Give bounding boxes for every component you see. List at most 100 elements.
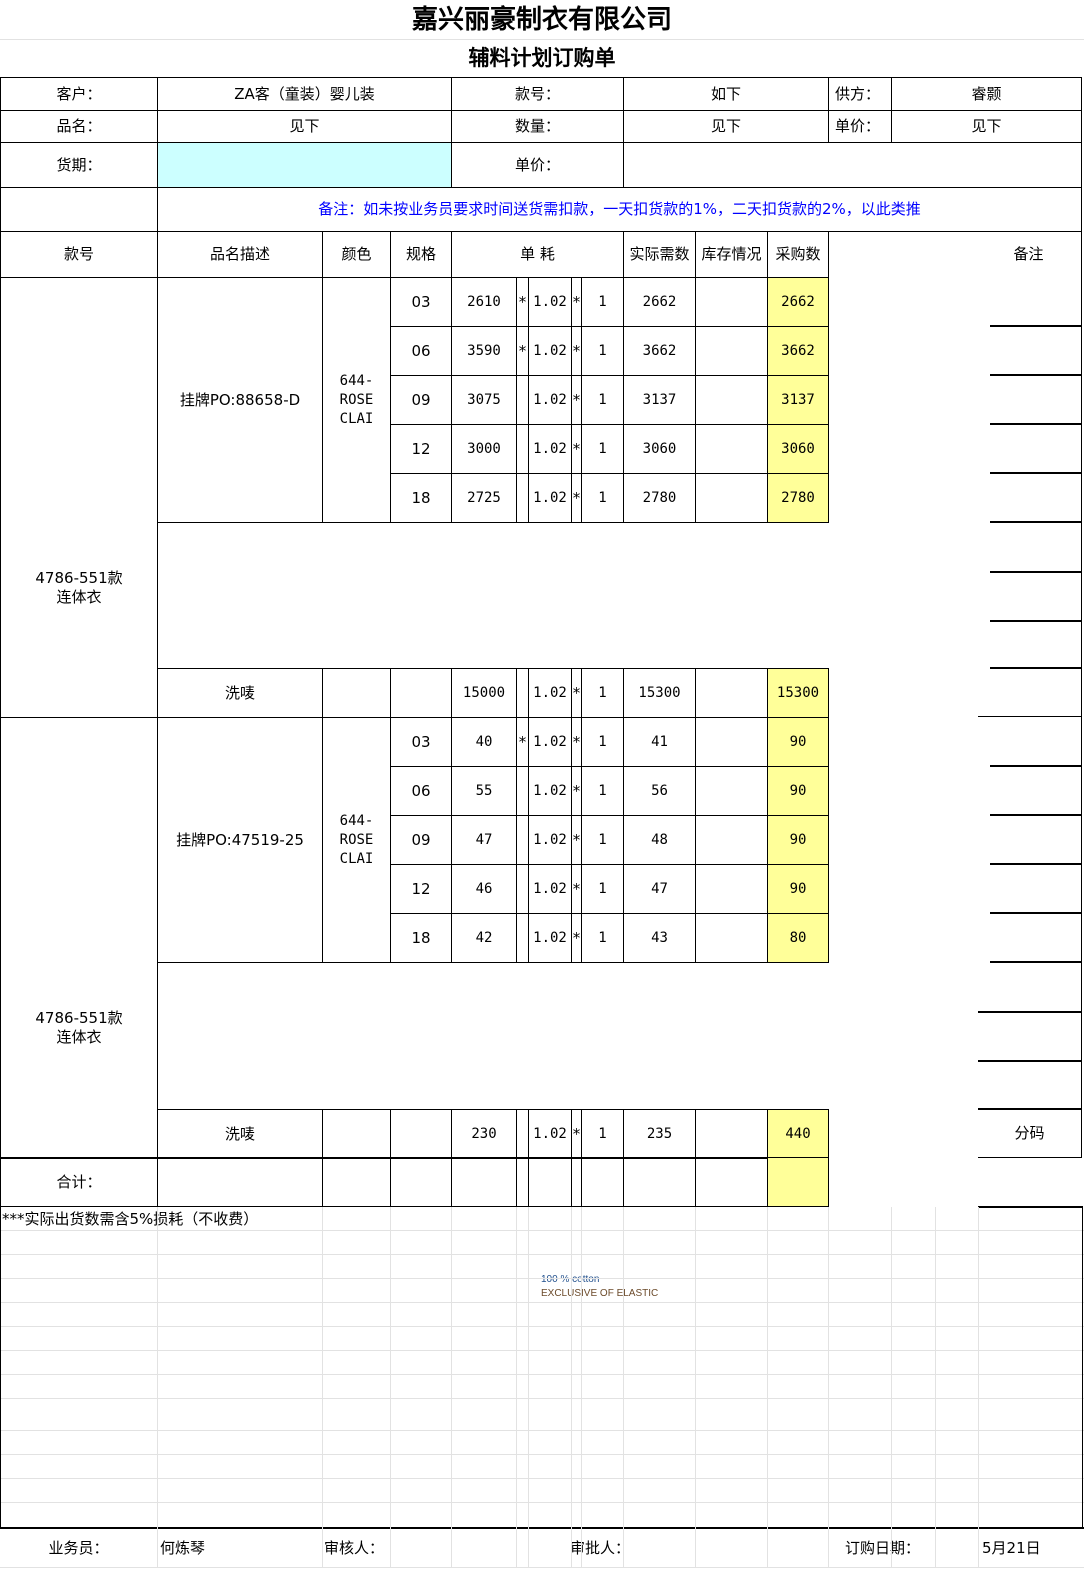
label-cell-mult: 1 [581,668,624,718]
remark-row-line [990,472,1082,474]
supplier-value[interactable]: 睿颢 [891,77,1082,111]
cell-qty: 40 [451,717,517,767]
unit-price2-value[interactable] [623,142,1082,188]
cell-purchase[interactable]: 3662 [767,326,829,376]
cell-stock[interactable] [695,375,768,425]
composition-label-image: 100 % cotton EXCLUSIVE OF ELASTIC [528,1256,700,1326]
grid-row-line [0,1302,1084,1303]
cell-purchase[interactable]: 90 [767,815,829,865]
remark-row-line [990,374,1082,376]
remark-row-line [990,521,1082,523]
cell-purchase[interactable]: 90 [767,864,829,914]
company-name: 嘉兴丽豪制衣有限公司 [411,4,672,35]
cell-actual: 47 [623,864,696,914]
cell-qty: 3590 [451,326,517,376]
cell-purchase[interactable]: 3137 [767,375,829,425]
product-value[interactable]: 见下 [157,110,452,143]
cell-factor: 1.02 [528,766,572,816]
cell-stock[interactable] [695,913,768,963]
cell-factor: 1.02 [528,913,572,963]
grid-col-line [390,1207,391,1567]
cell-stock[interactable] [695,717,768,767]
label-cell-purchase[interactable]: 440 [767,1109,829,1159]
cell-purchase[interactable]: 90 [767,766,829,816]
delivery-remark: 备注：如未按业务员要求时间送货需扣款，一天扣货款的1%，二天扣货款的2%，以此类… [157,187,1082,232]
qty-value[interactable]: 见下 [623,110,829,143]
remark-row-line [978,1011,1082,1013]
cell-purchase[interactable]: 2780 [767,473,829,523]
grid-col-line [581,1207,582,1567]
remark-border [1081,473,1082,522]
group-desc: 挂牌PO:88658-D [157,277,323,523]
cell-actual: 56 [623,766,696,816]
cell-actual: 3662 [623,326,696,376]
label-desc: 洗唛 [157,1109,323,1159]
cell-factor: 1.02 [528,326,572,376]
label-remark: 分码 [978,1109,1082,1158]
sheet-left-border [0,1206,1,1528]
cell-factor: 1.02 [528,473,572,523]
col-purchase: 采购数 [767,231,829,278]
sales-name: 何炼琴 [160,1538,206,1557]
grid-row-line [0,1502,1084,1503]
grid-col-line [828,1207,829,1567]
blank-border [157,962,158,1109]
cell-mult: 1 [581,424,624,474]
group-color: 644- ROSE CLAI [322,277,391,523]
cell-actual: 43 [623,913,696,963]
delivery-value[interactable] [157,142,452,188]
cell-purchase[interactable]: 3060 [767,424,829,474]
total-desc [157,1157,323,1207]
grid-col-line [695,1207,696,1567]
cell-factor: 1.02 [528,277,572,327]
style-label: 款号： [451,77,624,111]
cell-purchase[interactable]: 2662 [767,277,829,327]
customer-value[interactable]: ZA客（童装）婴儿装 [157,77,452,111]
total-cell-factor [528,1157,572,1207]
delivery-label: 货期： [0,142,158,188]
sheet-right-border [1082,1206,1083,1528]
grid-col-line [891,1207,892,1567]
cell-size: 06 [390,766,452,816]
grid-row-line [0,1374,1084,1375]
cell-stock[interactable] [695,424,768,474]
cell-mult: 1 [581,766,624,816]
cell-stock[interactable] [695,473,768,523]
grid-col-line [516,1207,517,1567]
style-value[interactable]: 如下 [623,77,829,111]
cell-stock[interactable] [695,815,768,865]
cell-stock[interactable] [695,766,768,816]
cell-stock[interactable] [695,326,768,376]
cell-mult: 1 [581,717,624,767]
label-cell-actual: 235 [623,1109,696,1159]
cell-factor: 1.02 [528,717,572,767]
label-cell-stock [695,668,768,718]
label-cell-size [390,1109,452,1159]
label-cell-factor: 1.02 [528,668,572,718]
cell-mult: 1 [581,277,624,327]
group-color: 644- ROSE CLAI [322,717,391,963]
cell-factor: 1.02 [528,864,572,914]
remark-row-line [990,863,1082,865]
supplier-label: 供方： [828,77,892,111]
label-cell-purchase[interactable]: 15300 [767,668,829,718]
label-cell-qty: 230 [451,1109,517,1159]
remark-border [1081,326,1082,375]
label-cell-size [390,668,452,718]
cell-size: 09 [390,375,452,425]
total-cell-purchase [767,1157,829,1207]
cell-purchase[interactable]: 80 [767,913,829,963]
cell-stock[interactable] [695,277,768,327]
grid-row-line [0,1350,1084,1351]
remark-row-line [990,961,1082,963]
remark-row-line [990,423,1082,425]
cell-stock[interactable] [695,864,768,914]
grid-row-line [0,1478,1084,1479]
unit-price-value[interactable]: 见下 [891,110,1082,143]
unit-price2-label: 单价： [451,142,624,188]
cell-actual: 2780 [623,473,696,523]
cell-purchase[interactable]: 90 [767,717,829,767]
group-style: 4786-551款 连体衣 [0,717,158,1159]
grid-row-line [0,1254,1084,1255]
